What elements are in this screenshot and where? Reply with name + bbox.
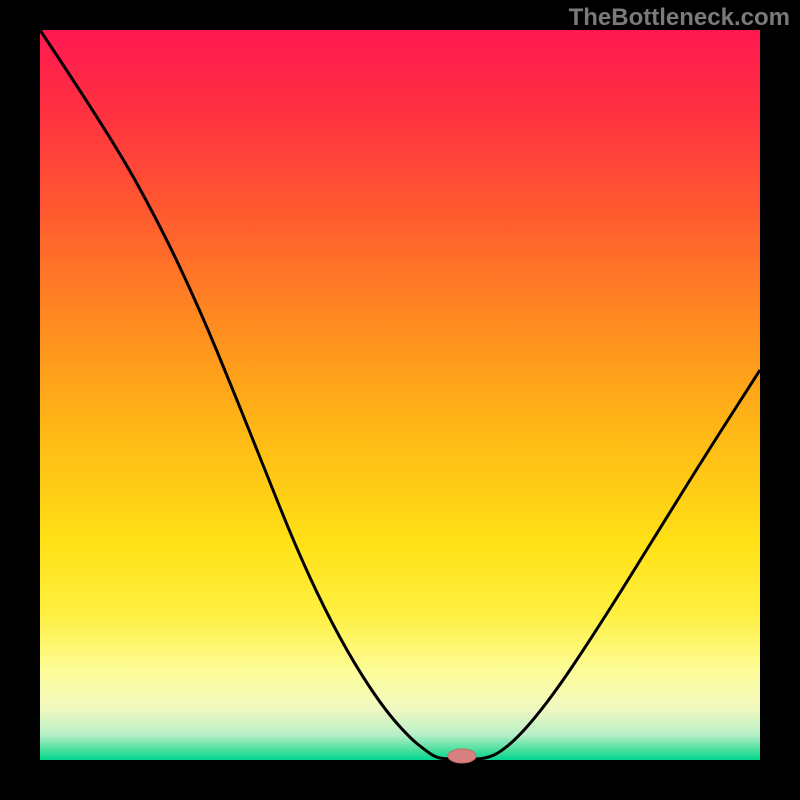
chart-plot-area [40, 30, 760, 760]
optimal-point-marker [448, 749, 476, 763]
watermark-text: TheBottleneck.com [569, 4, 790, 32]
chart-container: TheBottleneck.com [0, 0, 800, 800]
bottleneck-chart [0, 0, 800, 800]
